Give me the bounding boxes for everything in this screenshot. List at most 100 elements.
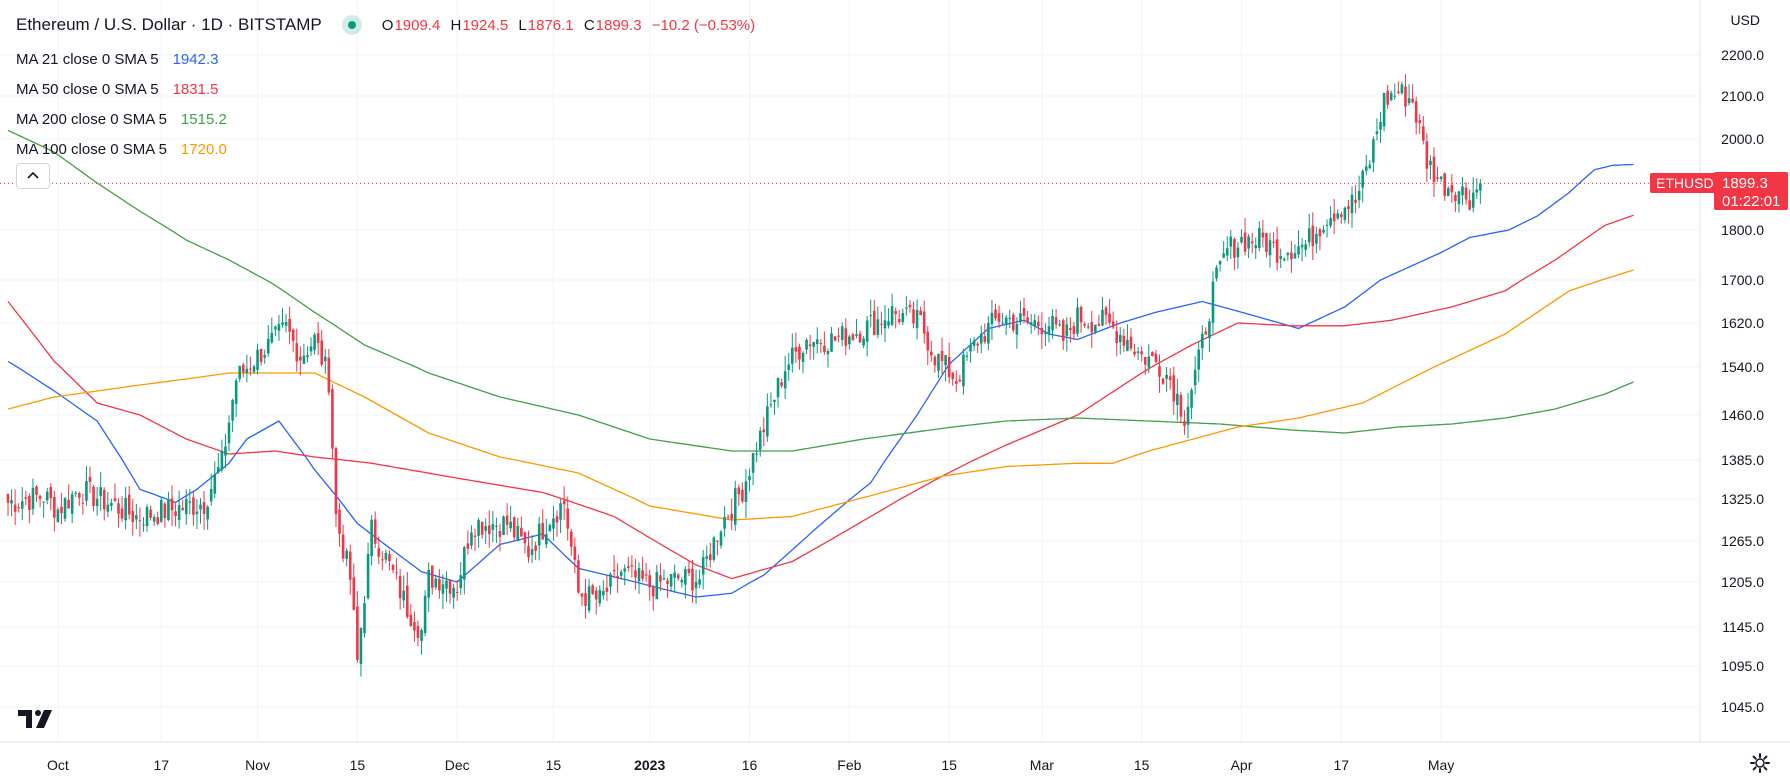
candle	[969, 338, 972, 363]
candle	[1368, 159, 1372, 170]
last-price-tag: 1899.3 01:22:01	[1714, 172, 1788, 210]
candle	[81, 493, 85, 515]
candle	[912, 301, 915, 329]
candle	[299, 346, 302, 376]
candle	[1340, 211, 1343, 224]
candle	[1393, 83, 1397, 100]
collapse-legend-button[interactable]	[16, 163, 50, 189]
candle	[808, 334, 812, 360]
candle	[199, 498, 202, 524]
candle	[826, 348, 830, 368]
candle	[751, 452, 755, 486]
candle	[31, 478, 35, 515]
candle	[74, 490, 78, 497]
candle	[209, 473, 213, 506]
candle	[13, 489, 17, 525]
candle	[1019, 300, 1022, 325]
candle	[487, 510, 491, 548]
tradingview-logo-icon[interactable]	[18, 708, 58, 735]
candle	[905, 296, 908, 316]
time-tick-label: 15	[350, 757, 366, 773]
candle	[88, 466, 92, 494]
candle	[277, 315, 281, 341]
candle	[748, 468, 751, 492]
indicator-ma50[interactable]: MA 50 close 0 SMA 5 1831.5	[16, 75, 227, 105]
candle	[188, 489, 192, 515]
candle	[1165, 366, 1168, 392]
candle	[1026, 310, 1029, 325]
candle	[384, 549, 388, 564]
candle	[484, 518, 488, 544]
candle	[184, 489, 188, 525]
candle	[609, 572, 612, 595]
indicator-ma200[interactable]: MA 200 close 0 SMA 5 1515.2	[16, 105, 227, 135]
candle	[1464, 182, 1468, 205]
indicator-ma100[interactable]: MA 100 close 0 SMA 5 1720.0	[16, 135, 227, 165]
candle	[726, 514, 730, 520]
candle	[1029, 314, 1033, 334]
candle	[951, 372, 955, 386]
candle	[762, 417, 766, 447]
symbol-title[interactable]: Ethereum / U.S. Dollar · 1D · BITSTAMP	[16, 15, 322, 34]
candle	[994, 303, 997, 321]
price-tick-label: 1205.0	[1721, 574, 1764, 590]
candle	[1275, 226, 1279, 271]
candle	[92, 484, 95, 512]
candle	[530, 535, 534, 564]
candle	[569, 529, 573, 556]
candle	[876, 306, 880, 339]
candle	[1101, 296, 1104, 327]
indicator-ma21[interactable]: MA 21 close 0 SMA 5 1942.3	[16, 45, 227, 75]
candle	[345, 548, 348, 567]
candle	[70, 490, 74, 524]
price-tick-label: 1460.0	[1721, 407, 1764, 423]
candle	[420, 628, 423, 655]
candle	[1218, 260, 1222, 272]
candle	[498, 523, 502, 552]
candle	[99, 472, 102, 511]
ma-line	[7, 163, 1634, 598]
candle	[1136, 347, 1140, 360]
candle	[644, 562, 648, 582]
candle	[341, 524, 345, 563]
last-price-value: 1899.3	[1722, 175, 1768, 192]
candle	[641, 556, 644, 582]
price-tick-label: 1325.0	[1721, 491, 1764, 507]
candle	[1176, 378, 1179, 421]
candle	[1265, 232, 1268, 258]
candle	[402, 575, 406, 609]
currency-selector[interactable]: USD	[1730, 12, 1760, 28]
candle	[862, 336, 865, 349]
indicator-value: 1942.3	[172, 51, 219, 68]
candle	[1076, 297, 1079, 337]
candle	[537, 516, 541, 561]
candle	[42, 501, 45, 518]
candle	[28, 493, 31, 524]
candle	[1222, 241, 1225, 259]
candle	[1379, 112, 1382, 143]
candle	[306, 346, 309, 363]
candle	[801, 351, 805, 374]
candle	[848, 334, 851, 350]
ohlc-legend: O1909.4 H1924.5 L1876.1 C1899.3 −10.2 (−…	[382, 17, 761, 34]
candle	[395, 557, 398, 580]
candle	[627, 556, 630, 572]
candle	[423, 590, 427, 637]
candle	[723, 506, 726, 537]
candle	[930, 340, 933, 362]
candle	[523, 531, 527, 554]
candle	[1461, 177, 1464, 206]
candle	[566, 496, 570, 541]
candle	[1372, 136, 1375, 173]
price-tick-label: 1145.0	[1722, 619, 1764, 635]
candle	[947, 342, 951, 384]
candle	[990, 299, 994, 340]
candle	[673, 564, 676, 594]
candle	[1229, 230, 1233, 260]
candle	[259, 348, 263, 366]
candle	[24, 490, 28, 506]
low-value: 1876.1	[527, 16, 574, 34]
gear-icon[interactable]	[1750, 753, 1770, 778]
candle	[1015, 317, 1019, 349]
